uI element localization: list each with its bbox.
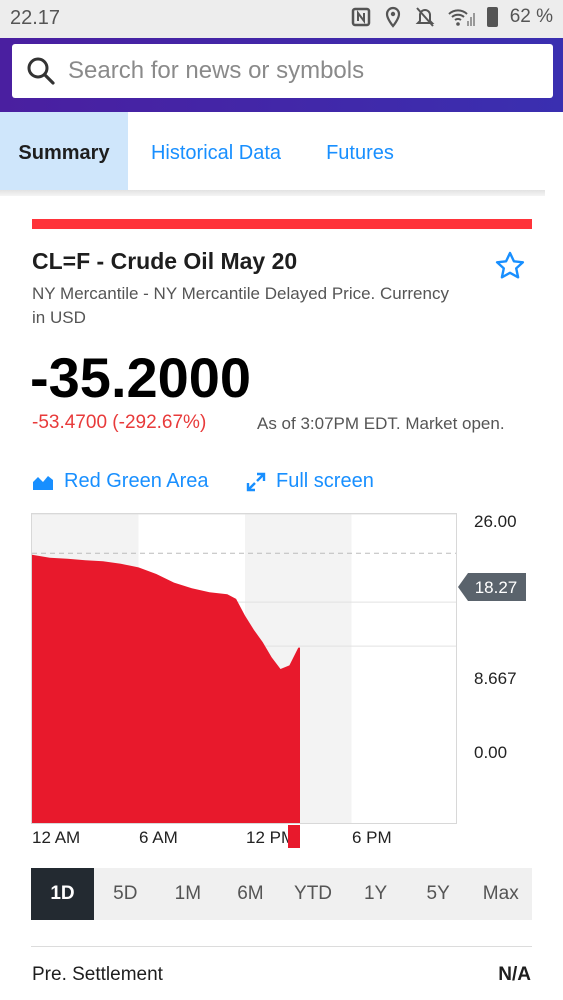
x-tick-6am: 6 AM: [139, 828, 178, 847]
range-5y[interactable]: 5Y: [426, 883, 450, 904]
nfc-icon: [351, 7, 370, 27]
chart-canvas: [32, 514, 456, 823]
stats-divider: [31, 946, 532, 947]
tab-summary[interactable]: Summary: [0, 112, 128, 194]
range-5d[interactable]: 5D: [113, 883, 138, 904]
battery-icon: [486, 7, 498, 27]
range-ytd[interactable]: YTD: [294, 883, 333, 904]
previous-close-tag: 18.27: [458, 573, 526, 601]
search-box[interactable]: [12, 44, 553, 98]
area-chart-icon: [33, 475, 53, 490]
location-icon: [385, 6, 400, 28]
chart-time-band: [351, 514, 456, 823]
x-tick-12pm: 12 PM: [246, 828, 296, 847]
search-input[interactable]: [68, 52, 538, 90]
current-price-marker: [288, 825, 300, 848]
fullscreen-label: Full screen: [276, 470, 374, 492]
search-icon[interactable]: [26, 56, 56, 86]
y-tick-top: 26.00: [474, 512, 517, 531]
exchange-info: NY Mercantile - NY Mercantile Delayed Pr…: [32, 284, 449, 327]
battery-level: 62 %: [509, 6, 553, 27]
range-1y[interactable]: 1Y: [363, 883, 388, 904]
chart-style-label: Red Green Area: [64, 470, 209, 492]
mute-icon: [415, 7, 435, 27]
current-price: -35.2000: [30, 346, 252, 409]
watchlist-star-icon[interactable]: [494, 250, 526, 282]
pre-settlement-label: Pre. Settlement: [32, 964, 163, 985]
tabs-shadow: [0, 190, 545, 196]
range-6m[interactable]: 6M: [237, 883, 264, 904]
y-tick-bottom: 0.00: [474, 743, 508, 762]
chart-area-fill: [32, 554, 300, 823]
range-max[interactable]: Max: [482, 883, 519, 904]
tab-historical-data[interactable]: Historical Data: [150, 142, 282, 164]
pre-settlement-value: N/A: [498, 964, 531, 985]
y-tick-mid: 8.667: [474, 669, 517, 688]
range-1d[interactable]: 1D: [31, 868, 94, 920]
quote-tabs: Summary Historical Data Futures: [0, 112, 563, 196]
status-time: 22.17: [10, 7, 61, 29]
fullscreen-icon: [246, 472, 266, 491]
status-icons: 62 %: [351, 6, 553, 28]
status-bar: 22.17 62 %: [0, 0, 563, 38]
chart-style-button[interactable]: Red Green Area: [32, 470, 209, 493]
x-tick-12am: 12 AM: [32, 828, 81, 847]
x-tick-6pm: 6 PM: [352, 828, 392, 847]
wifi-signal-icon: [447, 9, 475, 26]
previous-close-value: 18.27: [475, 578, 518, 597]
tab-futures[interactable]: Futures: [326, 142, 394, 164]
quote-title: CL=F - Crude Oil May 20: [32, 248, 298, 274]
range-1m[interactable]: 1M: [174, 883, 202, 904]
range-selector: 1D 5D 1M 6M YTD 1Y 5Y Max: [31, 868, 532, 920]
fullscreen-button[interactable]: Full screen: [246, 470, 374, 493]
price-change: -53.4700 (-292.67%): [32, 412, 207, 433]
price-chart[interactable]: [31, 513, 457, 824]
market-time: As of 3:07PM EDT. Market open.: [257, 414, 505, 433]
negative-indicator-bar: [32, 219, 532, 229]
search-header: [0, 38, 563, 112]
